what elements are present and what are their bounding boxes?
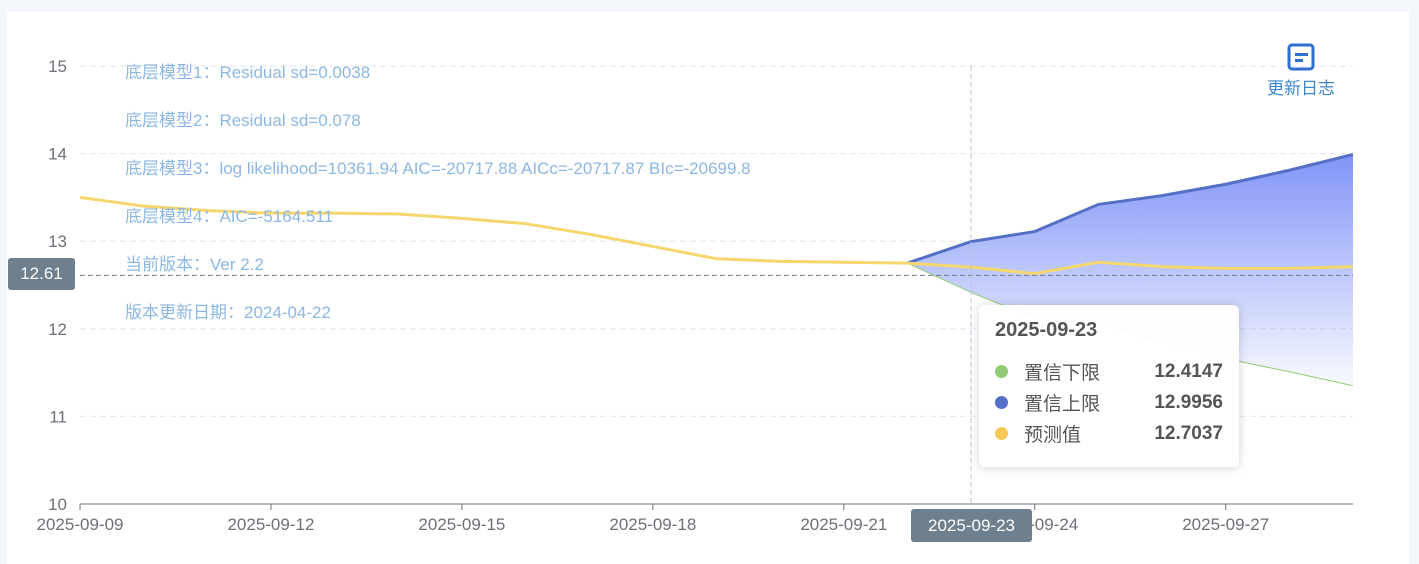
y-tick-label: 12 (48, 320, 67, 339)
y-tick-label: 10 (48, 495, 67, 514)
y-tick-label: 14 (48, 145, 67, 164)
x-tick-label: 2025-09-12 (227, 515, 314, 534)
annotation-update-date: 版本更新日期：2024-04-22 (125, 303, 331, 322)
tooltip-label-forecast: 预测值 (1024, 425, 1082, 446)
forecast-line (79, 195, 1354, 276)
forecast-chart[interactable]: 10 11 12 13 14 15 2025-09-09 2025-09-12 2025-09-… (7, 12, 1409, 564)
x-tick-label: 2025-09-15 (418, 515, 505, 534)
confidence-band (907, 154, 1353, 386)
tooltip-value-lower: 12.4147 (1154, 360, 1223, 382)
legend-dot-upper (995, 396, 1008, 409)
annotation-model-4: 底层模型4：AIC=-5164.511 (125, 207, 334, 226)
tooltip-row-upper: 置信上限 12.9956 (995, 387, 1223, 418)
annotation-version: 当前版本：Ver 2.2 (125, 255, 264, 274)
changelog-button[interactable]: 更新日志 (1259, 42, 1343, 99)
tooltip-date: 2025-09-23 (995, 319, 1098, 341)
annotation-model-2: 底层模型2：Residual sd=0.078 (125, 111, 361, 130)
y-tick-label: 13 (48, 232, 67, 251)
changelog-label: 更新日志 (1267, 79, 1335, 98)
tooltip-label-lower: 置信下限 (1024, 363, 1101, 384)
tooltip-value-forecast: 12.7037 (1154, 422, 1223, 444)
x-tick-label: 2025-09-27 (1182, 515, 1269, 534)
tooltip: 2025-09-23 置信下限 12.4147 置信上限 12.9956 预测值… (979, 305, 1239, 467)
legend-dot-forecast (995, 427, 1008, 440)
tooltip-row-forecast: 预测值 12.7037 (995, 418, 1223, 449)
y-tick-label: 11 (49, 407, 67, 426)
x-tick-label: 2025-09-09 (37, 515, 124, 534)
tooltip-row-lower: 置信下限 12.4147 (995, 356, 1223, 387)
y-tick-label: 15 (48, 57, 67, 76)
annotation-model-1: 底层模型1：Residual sd=0.0038 (125, 63, 371, 82)
tooltip-label-upper: 置信上限 (1024, 394, 1101, 415)
y-axis-pointer-label: 12.61 (8, 258, 75, 290)
document-icon (1287, 43, 1315, 71)
upper-bound-line (906, 153, 1354, 265)
x-axis-pointer-label: 2025-09-23 (911, 509, 1032, 542)
tooltip-value-upper: 12.9956 (1154, 391, 1223, 413)
annotation-model-3: 底层模型3：log likelihood=10361.94 AIC=-20717… (125, 159, 751, 178)
legend-dot-lower (995, 365, 1008, 378)
x-tick-label: 2025-09-21 (800, 515, 887, 534)
chart-panel: 10 11 12 13 14 15 2025-09-09 2025-09-12 2025-09-… (7, 12, 1409, 564)
x-tick-label: 2025-09-18 (609, 515, 696, 534)
